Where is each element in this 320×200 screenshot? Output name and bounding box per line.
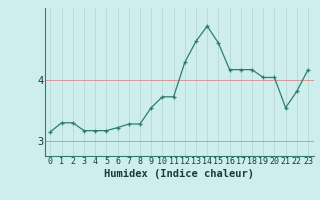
X-axis label: Humidex (Indice chaleur): Humidex (Indice chaleur) [104,169,254,179]
